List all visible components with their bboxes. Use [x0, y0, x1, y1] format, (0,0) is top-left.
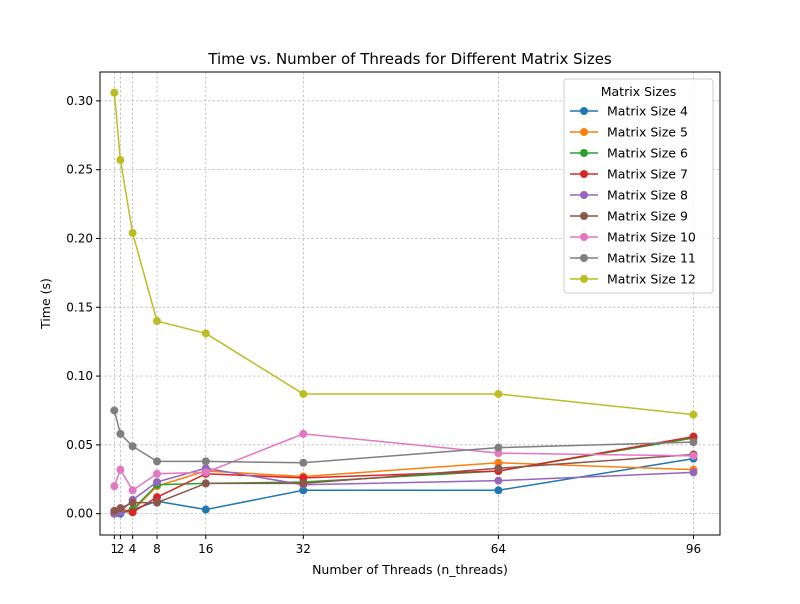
legend-entry: Matrix Size 12: [570, 272, 696, 287]
x-tick-label: 16: [198, 542, 213, 556]
legend-entry: Matrix Size 8: [570, 188, 688, 203]
legend-label: Matrix Size 9: [607, 209, 688, 224]
legend-marker: [580, 275, 588, 283]
data-point: [116, 156, 125, 165]
legend-entry: Matrix Size 10: [570, 230, 696, 245]
legend-box: [563, 78, 714, 294]
legend-title: Matrix Sizes: [601, 84, 677, 99]
legend-entries: Matrix Size 4 Matrix Size 5 Matrix Size 6 M…: [570, 104, 696, 287]
legend-entry: Matrix Size 11: [570, 251, 696, 266]
data-point: [201, 457, 210, 466]
data-point: [201, 479, 210, 488]
data-point: [110, 482, 119, 491]
x-tick-label: 2: [117, 542, 125, 556]
legend-entry: Matrix Size 6: [570, 146, 688, 161]
x-tick-label: 4: [129, 542, 137, 556]
legend-marker: [580, 212, 588, 220]
data-point: [689, 410, 698, 419]
data-point: [153, 317, 162, 326]
legend-label: Matrix Size 7: [607, 167, 688, 182]
legend-entry: Matrix Size 4: [570, 104, 688, 119]
legend-label: Matrix Size 12: [607, 272, 696, 287]
legend-marker: [580, 254, 588, 262]
data-point: [689, 451, 698, 460]
legend-marker: [580, 128, 588, 136]
y-tick-label: 0.30: [66, 94, 93, 108]
data-point: [153, 457, 162, 466]
y-tick-label: 0.05: [66, 438, 93, 452]
data-point: [689, 432, 698, 441]
data-point: [110, 88, 119, 97]
x-tick-label: 8: [153, 542, 161, 556]
data-point: [201, 329, 210, 338]
data-point: [201, 505, 210, 514]
legend-entry: Matrix Size 5: [570, 125, 688, 140]
data-point: [128, 442, 137, 451]
data-point: [689, 438, 698, 447]
data-point: [689, 468, 698, 477]
data-point: [299, 389, 308, 398]
legend-marker: [580, 149, 588, 157]
legend-label: Matrix Size 6: [607, 146, 688, 161]
x-tick-label: 32: [296, 542, 311, 556]
data-point: [494, 476, 503, 485]
data-point: [494, 443, 503, 452]
data-point: [153, 469, 162, 478]
chart-title: Time vs. Number of Threads for Different…: [207, 50, 612, 68]
data-point: [299, 479, 308, 488]
data-point: [110, 406, 119, 415]
data-point: [153, 493, 162, 502]
legend-marker: [580, 170, 588, 178]
x-tick-label: 1: [111, 542, 119, 556]
data-point: [116, 465, 125, 474]
y-tick-label: 0.15: [66, 300, 93, 314]
legend-marker: [580, 191, 588, 199]
data-point: [299, 473, 308, 482]
series-lines: [110, 88, 698, 518]
data-point: [494, 389, 503, 398]
y-tick-label: 0.10: [66, 369, 93, 383]
data-point: [494, 464, 503, 473]
data-point: [116, 429, 125, 438]
data-point: [494, 449, 503, 458]
data-point: [494, 486, 503, 495]
legend-label: Matrix Size 10: [607, 230, 696, 245]
data-point: [201, 468, 210, 477]
data-point: [128, 228, 137, 237]
legend-entry: Matrix Size 9: [570, 209, 688, 224]
data-point: [128, 498, 137, 507]
x-axis-ticks: 12 4 8 16 32 64 96: [111, 535, 701, 556]
data-point: [110, 506, 119, 515]
plot-frame: [99, 71, 721, 536]
data-point: [153, 478, 162, 487]
gridlines: [100, 72, 720, 535]
legend-entry: Matrix Size 7: [570, 167, 688, 182]
legend-label: Matrix Size 8: [607, 188, 688, 203]
x-tick-label: 64: [491, 542, 506, 556]
legend-label: Matrix Size 11: [607, 251, 696, 266]
data-point: [128, 508, 137, 517]
x-axis-label: Number of Threads (n_threads): [312, 562, 508, 577]
data-point: [299, 429, 308, 438]
legend-label: Matrix Size 5: [607, 125, 688, 140]
legend-marker: [580, 233, 588, 241]
y-tick-label: 0.20: [66, 231, 93, 245]
data-point: [494, 458, 503, 467]
data-point: [299, 458, 308, 467]
data-point: [299, 486, 308, 495]
x-tick-label: 96: [686, 542, 701, 556]
data-point: [116, 504, 125, 513]
y-axis-label: Time (s): [38, 278, 53, 330]
y-axis-ticks: 0.00 0.05 0.10 0.15 0.20 0.25 0.30: [66, 94, 100, 521]
legend-marker: [580, 107, 588, 115]
y-tick-label: 0.00: [66, 507, 93, 521]
data-point: [153, 498, 162, 507]
y-tick-label: 0.25: [66, 163, 93, 177]
series-line: [113, 92, 694, 416]
legend-label: Matrix Size 4: [607, 104, 688, 119]
data-point: [128, 486, 137, 495]
